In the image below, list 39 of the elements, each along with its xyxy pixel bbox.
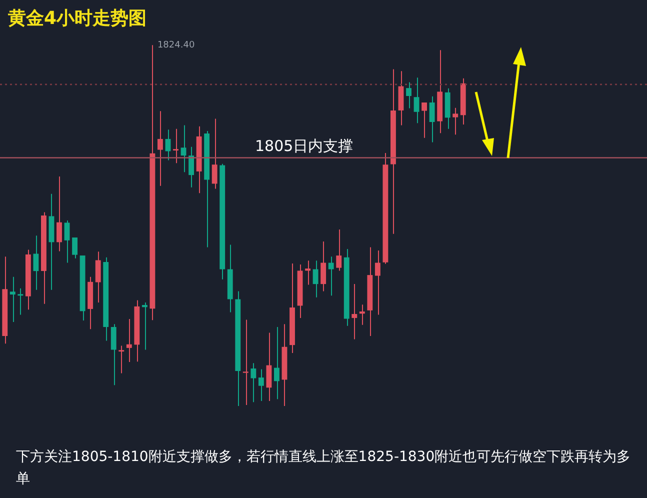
candlestick xyxy=(72,236,78,259)
candlestick xyxy=(158,110,163,186)
candlestick xyxy=(406,82,412,109)
candlestick xyxy=(258,368,264,402)
candlestick xyxy=(429,96,435,143)
chart-title: 黄金4小时走势图 xyxy=(8,7,147,30)
candlestick xyxy=(173,128,178,164)
candlestick xyxy=(212,118,218,190)
candlestick xyxy=(56,176,62,252)
text: 下方关注1805-1810附近支撑做多，若行情直线上涨至1825-1830附近也可先行做空下跌再转为多单 xyxy=(16,448,632,489)
candlestick xyxy=(352,284,358,340)
candlestick xyxy=(336,229,342,272)
candlestick xyxy=(312,260,318,298)
candlestick xyxy=(64,220,70,264)
candlestick xyxy=(422,102,427,138)
candlestick xyxy=(374,250,380,316)
candlestick xyxy=(126,318,132,363)
candlestick xyxy=(180,124,186,173)
candlestick xyxy=(188,146,194,188)
candlestick xyxy=(274,326,280,400)
annotation: 1824.40 xyxy=(157,40,195,50)
candlestick xyxy=(305,260,310,286)
candlestick xyxy=(414,77,420,124)
candlestick xyxy=(242,319,248,406)
candlestick xyxy=(118,345,124,374)
candlestick xyxy=(33,235,39,290)
candlestick xyxy=(18,288,24,316)
candlestick xyxy=(142,302,148,350)
candlestick xyxy=(266,332,272,402)
candlestick xyxy=(10,276,16,322)
candlestick xyxy=(320,240,326,292)
candlestick xyxy=(110,324,116,386)
candlestick xyxy=(328,256,334,296)
candlestick xyxy=(359,304,365,326)
candlestick xyxy=(165,129,171,161)
candlestick xyxy=(95,251,101,303)
candlestick xyxy=(452,107,458,136)
candlestick xyxy=(250,362,256,403)
ref-line-label: 1805日内支撑 xyxy=(254,137,354,156)
